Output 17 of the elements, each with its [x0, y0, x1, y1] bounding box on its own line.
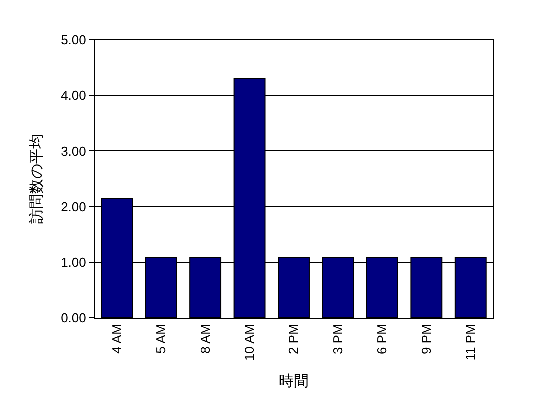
- x-tick-label: 9 PM: [418, 324, 434, 355]
- y-tick-label: 4.00: [61, 88, 86, 104]
- x-tick-label: 6 PM: [374, 324, 390, 355]
- x-axis-title: 時間: [279, 373, 309, 390]
- x-tick-label: 11 PM: [463, 324, 478, 361]
- x-tick-label: 2 PM: [286, 324, 302, 355]
- x-tick-label: 4 AM: [109, 324, 124, 354]
- y-tick-label: 2.00: [61, 199, 86, 214]
- x-tick-label: 3 PM: [330, 324, 346, 355]
- y-tick-label: 5.00: [61, 32, 86, 48]
- x-tick-label: 8 AM: [198, 324, 213, 354]
- y-axis-title: 訪問数の平均: [28, 134, 46, 224]
- x-tick-label: 10 AM: [242, 324, 258, 362]
- y-tick-label: 0.00: [61, 310, 86, 326]
- x-tick-label: 5 AM: [154, 324, 169, 354]
- y-tick-label: 1.00: [61, 254, 86, 270]
- y-tick-label: 3.00: [61, 144, 86, 159]
